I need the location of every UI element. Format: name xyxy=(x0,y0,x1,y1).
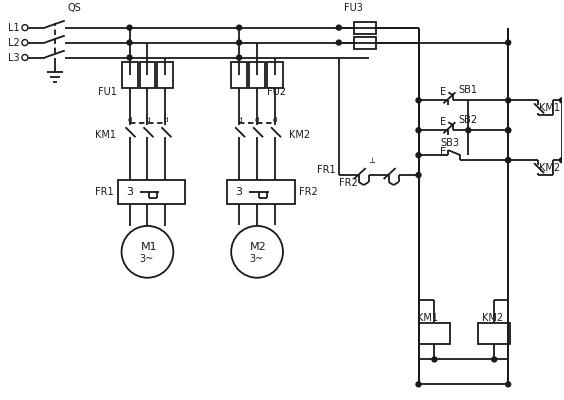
Text: 3~: 3~ xyxy=(249,254,263,264)
Text: E: E xyxy=(440,87,447,97)
Circle shape xyxy=(506,98,510,103)
Circle shape xyxy=(127,40,132,45)
Text: KM2: KM2 xyxy=(482,312,504,322)
Circle shape xyxy=(559,98,564,103)
Bar xyxy=(117,180,186,204)
Text: M1: M1 xyxy=(140,242,157,252)
Text: KM1: KM1 xyxy=(417,312,438,322)
Circle shape xyxy=(237,40,241,45)
Text: E: E xyxy=(440,147,447,157)
Bar xyxy=(249,62,265,88)
Circle shape xyxy=(22,25,28,31)
Text: KM2: KM2 xyxy=(289,130,310,140)
Bar xyxy=(418,322,451,344)
Circle shape xyxy=(506,382,510,387)
Circle shape xyxy=(237,55,241,60)
Circle shape xyxy=(506,158,510,163)
Circle shape xyxy=(336,25,341,30)
Bar xyxy=(227,180,295,204)
Text: d: d xyxy=(164,117,168,123)
Bar xyxy=(354,36,376,48)
Text: d: d xyxy=(273,117,277,123)
Text: L1: L1 xyxy=(8,23,20,33)
Text: ┴: ┴ xyxy=(369,159,374,168)
Bar xyxy=(157,62,173,88)
Bar xyxy=(231,62,247,88)
Text: FR2: FR2 xyxy=(339,178,358,188)
Text: KM1: KM1 xyxy=(539,103,560,113)
Text: SB3: SB3 xyxy=(440,138,460,148)
Circle shape xyxy=(22,54,28,60)
Circle shape xyxy=(416,153,421,158)
Circle shape xyxy=(416,382,421,387)
Text: L3: L3 xyxy=(8,52,20,62)
Circle shape xyxy=(466,128,471,133)
Text: d: d xyxy=(237,117,241,123)
Text: FR1: FR1 xyxy=(95,187,113,197)
Circle shape xyxy=(127,55,132,60)
Circle shape xyxy=(506,158,510,163)
Bar xyxy=(139,62,156,88)
Circle shape xyxy=(506,128,510,133)
Circle shape xyxy=(127,25,132,30)
Text: FU1: FU1 xyxy=(98,87,117,97)
Circle shape xyxy=(237,25,241,30)
Text: KM2: KM2 xyxy=(539,163,560,173)
Text: d: d xyxy=(127,117,132,123)
Circle shape xyxy=(416,98,421,103)
Circle shape xyxy=(432,357,437,362)
Text: SB1: SB1 xyxy=(459,85,477,95)
Text: 3: 3 xyxy=(236,187,243,197)
Circle shape xyxy=(22,40,28,46)
Bar xyxy=(478,322,510,344)
Text: FR1: FR1 xyxy=(317,165,336,175)
Text: 3~: 3~ xyxy=(139,254,154,264)
Bar xyxy=(267,62,283,88)
Circle shape xyxy=(231,226,283,278)
Text: FU3: FU3 xyxy=(344,3,363,13)
Text: FR2: FR2 xyxy=(299,187,318,197)
Circle shape xyxy=(336,40,341,45)
Circle shape xyxy=(122,226,173,278)
Circle shape xyxy=(559,158,564,163)
Text: E: E xyxy=(440,117,447,127)
Text: KM1: KM1 xyxy=(95,130,116,140)
Circle shape xyxy=(506,128,510,133)
Text: QS: QS xyxy=(68,3,82,13)
Text: L2: L2 xyxy=(8,38,20,48)
Bar xyxy=(122,62,138,88)
Text: SB2: SB2 xyxy=(459,115,478,125)
Bar xyxy=(354,22,376,34)
Text: d: d xyxy=(146,117,150,123)
Text: M2: M2 xyxy=(250,242,267,252)
Circle shape xyxy=(506,40,510,45)
Circle shape xyxy=(416,172,421,178)
Circle shape xyxy=(416,128,421,133)
Text: 3: 3 xyxy=(126,187,133,197)
Text: d: d xyxy=(255,117,259,123)
Text: FU2: FU2 xyxy=(267,87,286,97)
Circle shape xyxy=(492,357,497,362)
